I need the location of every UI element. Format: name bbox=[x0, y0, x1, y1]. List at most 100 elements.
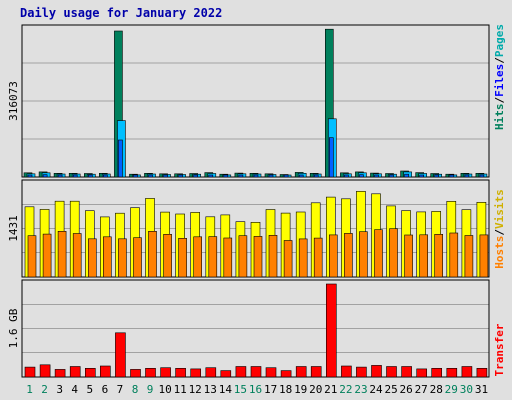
day-labels: 1 2 3 4 5 6 7 8 9 10 11 12 13 14 15 16 17 18 19 20 21 22 23 24 2… bbox=[26, 383, 488, 396]
panel-transfer: 1.6 GB bbox=[7, 279, 490, 378]
day-label-12: 12 bbox=[189, 383, 202, 396]
hosts-bar-day-9 bbox=[148, 231, 157, 278]
pages-bar-day-14 bbox=[223, 174, 229, 178]
day-label-30: 30 bbox=[460, 383, 473, 396]
transfer-bar-day-26 bbox=[401, 366, 412, 378]
day-label-19: 19 bbox=[294, 383, 307, 396]
hosts-bar-day-24 bbox=[374, 229, 383, 278]
pages-bar-day-21 bbox=[328, 137, 334, 178]
hits-max-label: 316073 bbox=[7, 81, 20, 121]
pages-bar-day-30 bbox=[464, 174, 470, 178]
transfer-bar-day-31 bbox=[476, 367, 488, 378]
day-label-28: 28 bbox=[430, 383, 443, 396]
right-labels: Hits/Files/Pages Hosts/Visits Transfer bbox=[493, 24, 506, 376]
transfer-bar-day-17 bbox=[265, 367, 277, 378]
hosts-bar-day-18 bbox=[283, 240, 293, 278]
day-label-31: 31 bbox=[475, 383, 488, 396]
hosts-bar-day-6 bbox=[103, 236, 112, 278]
day-label-10: 10 bbox=[158, 383, 171, 396]
day-label-5: 5 bbox=[86, 383, 93, 396]
transfer-bar-day-8 bbox=[130, 369, 141, 378]
day-label-23: 23 bbox=[354, 383, 367, 396]
transfer-bar-day-18 bbox=[280, 370, 292, 378]
pages-bar-day-3 bbox=[57, 174, 63, 178]
hosts-bar-day-17 bbox=[268, 235, 278, 278]
hosts-bar-day-2 bbox=[42, 233, 52, 278]
hosts-bar-day-27 bbox=[419, 234, 429, 278]
pages-bar-day-28 bbox=[434, 174, 440, 178]
day-label-2: 2 bbox=[41, 383, 48, 396]
transfer-bar-day-1 bbox=[24, 366, 36, 378]
transfer-bar-day-27 bbox=[416, 368, 428, 378]
day-label-24: 24 bbox=[369, 383, 383, 396]
transfer-bar-day-16 bbox=[250, 366, 262, 378]
hosts-bar-day-8 bbox=[133, 237, 142, 278]
hosts-bar-day-23 bbox=[359, 231, 368, 278]
day-label-6: 6 bbox=[102, 383, 109, 396]
pages-bar-day-18 bbox=[283, 174, 289, 178]
transfer-bar-day-22 bbox=[341, 365, 352, 378]
right-label-hosts-visits: Hosts/Visits bbox=[493, 189, 506, 269]
pages-bar-day-11 bbox=[178, 174, 183, 178]
hosts-bar-day-20 bbox=[313, 237, 323, 278]
pages-bar-day-7 bbox=[118, 139, 123, 178]
pages-bar-day-23 bbox=[359, 174, 364, 178]
pages-bar-day-8 bbox=[133, 174, 138, 178]
transfer-bar-day-28 bbox=[431, 367, 443, 378]
transfer-bar-day-23 bbox=[356, 366, 367, 378]
right-label-hits-files-pages: Hits/Files/Pages bbox=[493, 24, 506, 130]
pages-bar-day-27 bbox=[419, 174, 425, 178]
transfer-bar-day-9 bbox=[145, 367, 156, 378]
day-label-26: 26 bbox=[399, 383, 412, 396]
hosts-bar-day-13 bbox=[208, 236, 218, 278]
transfer-max-label: 1.6 GB bbox=[7, 308, 20, 348]
day-label-29: 29 bbox=[445, 383, 458, 396]
day-label-14: 14 bbox=[219, 383, 233, 396]
pages-bar-day-19 bbox=[298, 174, 304, 178]
pages-bar-day-24 bbox=[374, 174, 379, 178]
hosts-bar-day-21 bbox=[328, 234, 338, 278]
pages-bar-day-12 bbox=[193, 174, 198, 178]
hosts-bar-day-11 bbox=[178, 238, 187, 278]
day-label-1: 1 bbox=[26, 383, 33, 396]
hosts-bar-day-16 bbox=[253, 236, 263, 278]
transfer-bar-day-20 bbox=[310, 366, 322, 378]
transfer-bar-day-29 bbox=[446, 367, 458, 378]
pages-bar-day-6 bbox=[103, 174, 108, 178]
pages-bar-day-10 bbox=[163, 174, 168, 178]
transfer-bar-day-21 bbox=[325, 283, 337, 378]
hosts-bar-day-14 bbox=[223, 237, 233, 278]
transfer-bar-day-11 bbox=[175, 367, 186, 378]
hosts-bar-day-12 bbox=[193, 236, 202, 278]
transfer-bar-day-5 bbox=[85, 367, 96, 378]
chart-title: Daily usage for January 2022 bbox=[20, 6, 223, 20]
transfer-bar-day-10 bbox=[160, 367, 171, 378]
pages-bar-day-25 bbox=[389, 174, 394, 178]
transfer-bar-day-13 bbox=[205, 367, 217, 378]
pages-bar-day-26 bbox=[404, 173, 409, 178]
transfer-bar-day-14 bbox=[220, 370, 232, 378]
hosts-bar-day-22 bbox=[344, 233, 353, 278]
transfer-bar-day-6 bbox=[100, 365, 111, 378]
transfer-bar-day-15 bbox=[235, 366, 247, 378]
transfer-bar-day-25 bbox=[386, 366, 397, 378]
day-label-25: 25 bbox=[384, 383, 397, 396]
right-label-transfer: Transfer bbox=[493, 323, 506, 376]
transfer-bar-day-2 bbox=[39, 364, 51, 378]
hosts-bar-day-26 bbox=[404, 234, 413, 278]
transfer-bar-day-12 bbox=[190, 368, 201, 378]
day-label-17: 17 bbox=[264, 383, 277, 396]
pages-bar-day-22 bbox=[344, 174, 349, 178]
transfer-bar-day-19 bbox=[295, 366, 307, 378]
day-label-21: 21 bbox=[324, 383, 337, 396]
transfer-bar-day-3 bbox=[54, 369, 66, 378]
day-label-27: 27 bbox=[415, 383, 428, 396]
hosts-bar-day-29 bbox=[449, 232, 459, 278]
pages-bar-day-2 bbox=[42, 174, 48, 178]
hosts-bar-day-31 bbox=[479, 234, 489, 278]
hosts-bar-day-25 bbox=[389, 228, 398, 278]
pages-bar-day-15 bbox=[238, 174, 244, 178]
hosts-bar-day-28 bbox=[434, 234, 444, 278]
pages-bar-day-4 bbox=[72, 174, 78, 178]
